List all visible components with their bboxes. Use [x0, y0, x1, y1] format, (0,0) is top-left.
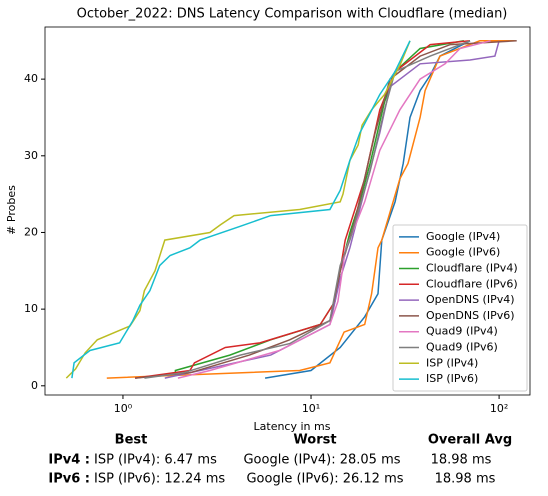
table-cell: 18.98 ms: [431, 453, 492, 468]
y-tick-label: 20: [24, 225, 38, 238]
series-line: [106, 40, 515, 379]
legend-label: ISP (IPv6): [426, 372, 478, 385]
table-cell: 18.98 ms: [435, 472, 496, 487]
y-tick-label: 0: [31, 379, 38, 392]
x-tick-label: 10²: [490, 402, 508, 415]
legend-box: [392, 224, 528, 392]
legend-label: Cloudflare (IPv6): [426, 277, 518, 290]
legend-label: OpenDNS (IPv4): [426, 293, 515, 306]
table-header: Best: [115, 433, 148, 448]
x-tick-label: 10⁰: [114, 402, 133, 415]
x-axis-label: Latency in ms: [254, 420, 331, 433]
x-tick-label: 10¹: [302, 402, 320, 415]
legend-label: Google (IPv6): [426, 246, 500, 259]
y-tick-label: 10: [24, 302, 38, 315]
y-tick-label: 30: [24, 149, 38, 162]
row-label: IPv4 :: [48, 453, 90, 468]
chart-title: October_2022: DNS Latency Comparison wit…: [77, 7, 508, 22]
table-header: Overall Avg: [428, 433, 512, 448]
row-label: IPv6 :: [48, 472, 90, 487]
series-line: [264, 40, 471, 379]
table-header: Worst: [293, 433, 336, 448]
series-line: [177, 40, 491, 379]
legend-label: ISP (IPv4): [426, 356, 478, 369]
table-cell: Google (IPv6): 26.12 ms: [246, 472, 403, 487]
series-line: [144, 40, 471, 379]
legend-label: Google (IPv4): [426, 230, 500, 243]
legend-label: Quad9 (IPv6): [426, 341, 498, 354]
table-cell: Google (IPv4): 28.05 ms: [243, 453, 400, 468]
y-axis-label: # Probes: [5, 185, 18, 235]
y-tick-label: 40: [24, 72, 38, 85]
series-line: [71, 40, 411, 379]
legend-label: OpenDNS (IPv6): [426, 309, 515, 322]
legend-label: Cloudflare (IPv4): [426, 262, 518, 275]
legend-label: Quad9 (IPv4): [426, 325, 498, 338]
table-cell: ISP (IPv4): 6.47 ms: [94, 453, 217, 468]
plot-frame: [44, 26, 531, 396]
table-cell: ISP (IPv6): 12.24 ms: [94, 472, 225, 487]
series-line: [65, 40, 411, 379]
